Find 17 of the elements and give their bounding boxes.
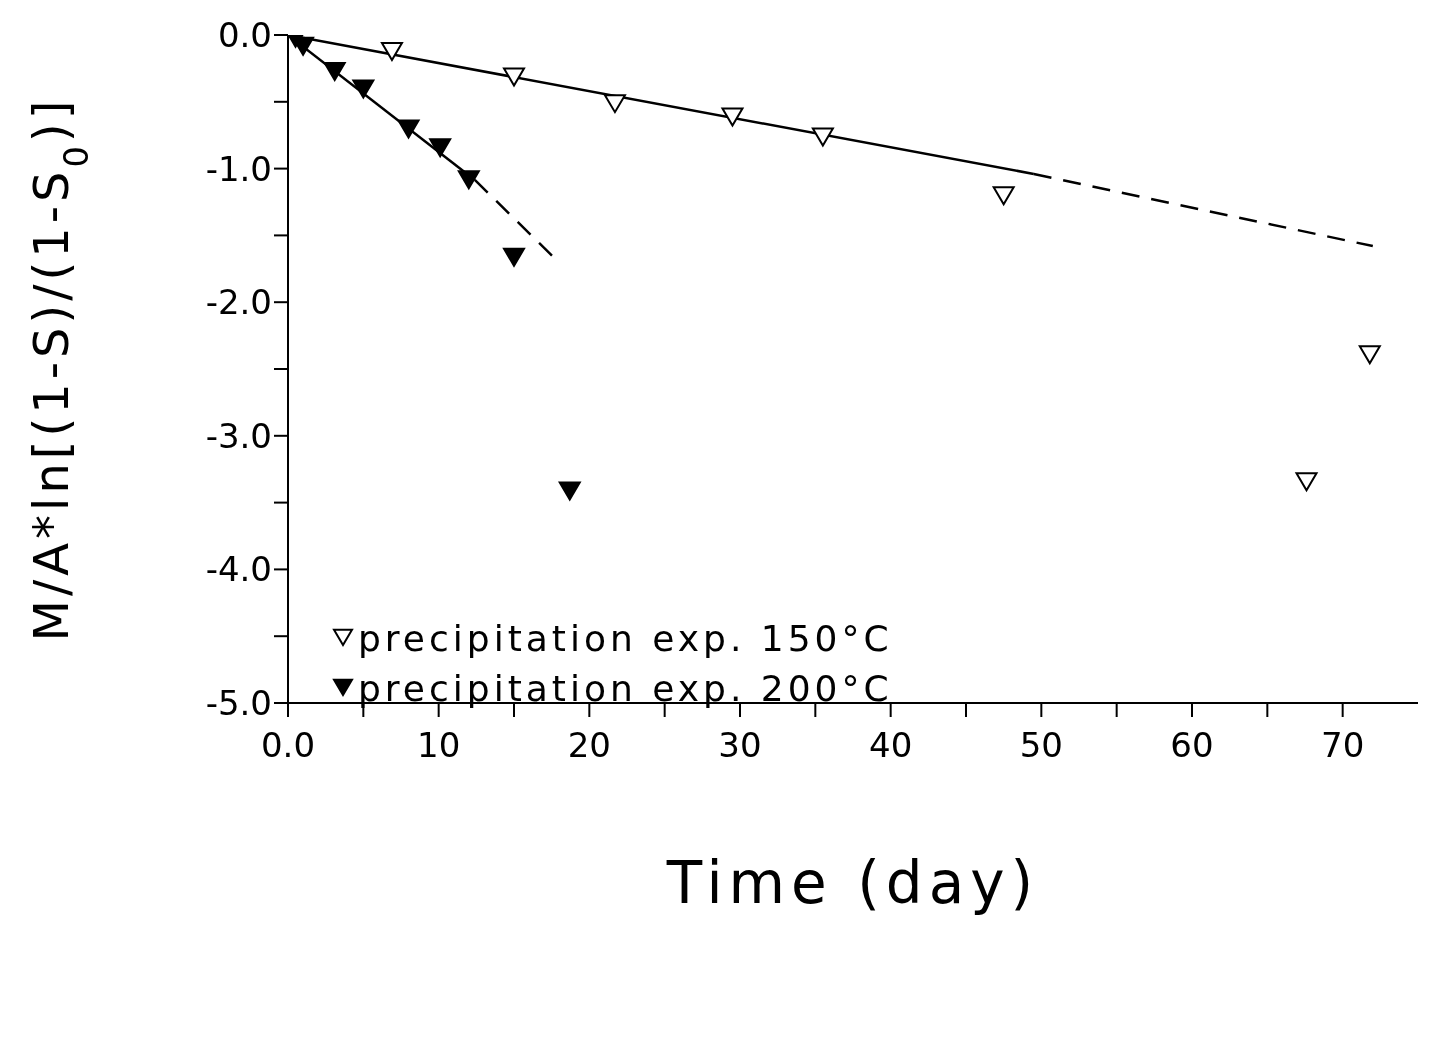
x-axis-title: Time (day) (665, 849, 1040, 917)
x-tick-label: 70 (1321, 725, 1365, 766)
legend-label: precipitation exp. 200°C (358, 667, 893, 709)
x-tick-label: 10 (417, 725, 461, 766)
y-tick-label: -3.0 (205, 415, 272, 456)
x-tick-label: 20 (567, 725, 611, 766)
legend-label: precipitation exp. 150°C (358, 617, 893, 659)
y-tick-label: -4.0 (205, 549, 272, 590)
x-tick-label: 50 (1019, 725, 1063, 766)
y-tick-label: 0.0 (217, 15, 272, 56)
x-tick-label: 30 (718, 725, 762, 766)
x-tick-label: 0.0 (260, 725, 316, 766)
x-tick-label: 60 (1170, 725, 1214, 766)
y-tick-label: -5.0 (205, 683, 272, 724)
y-tick-label: -1.0 (205, 148, 272, 189)
x-tick-label: 40 (869, 725, 913, 766)
y-tick-label: -2.0 (205, 282, 272, 323)
